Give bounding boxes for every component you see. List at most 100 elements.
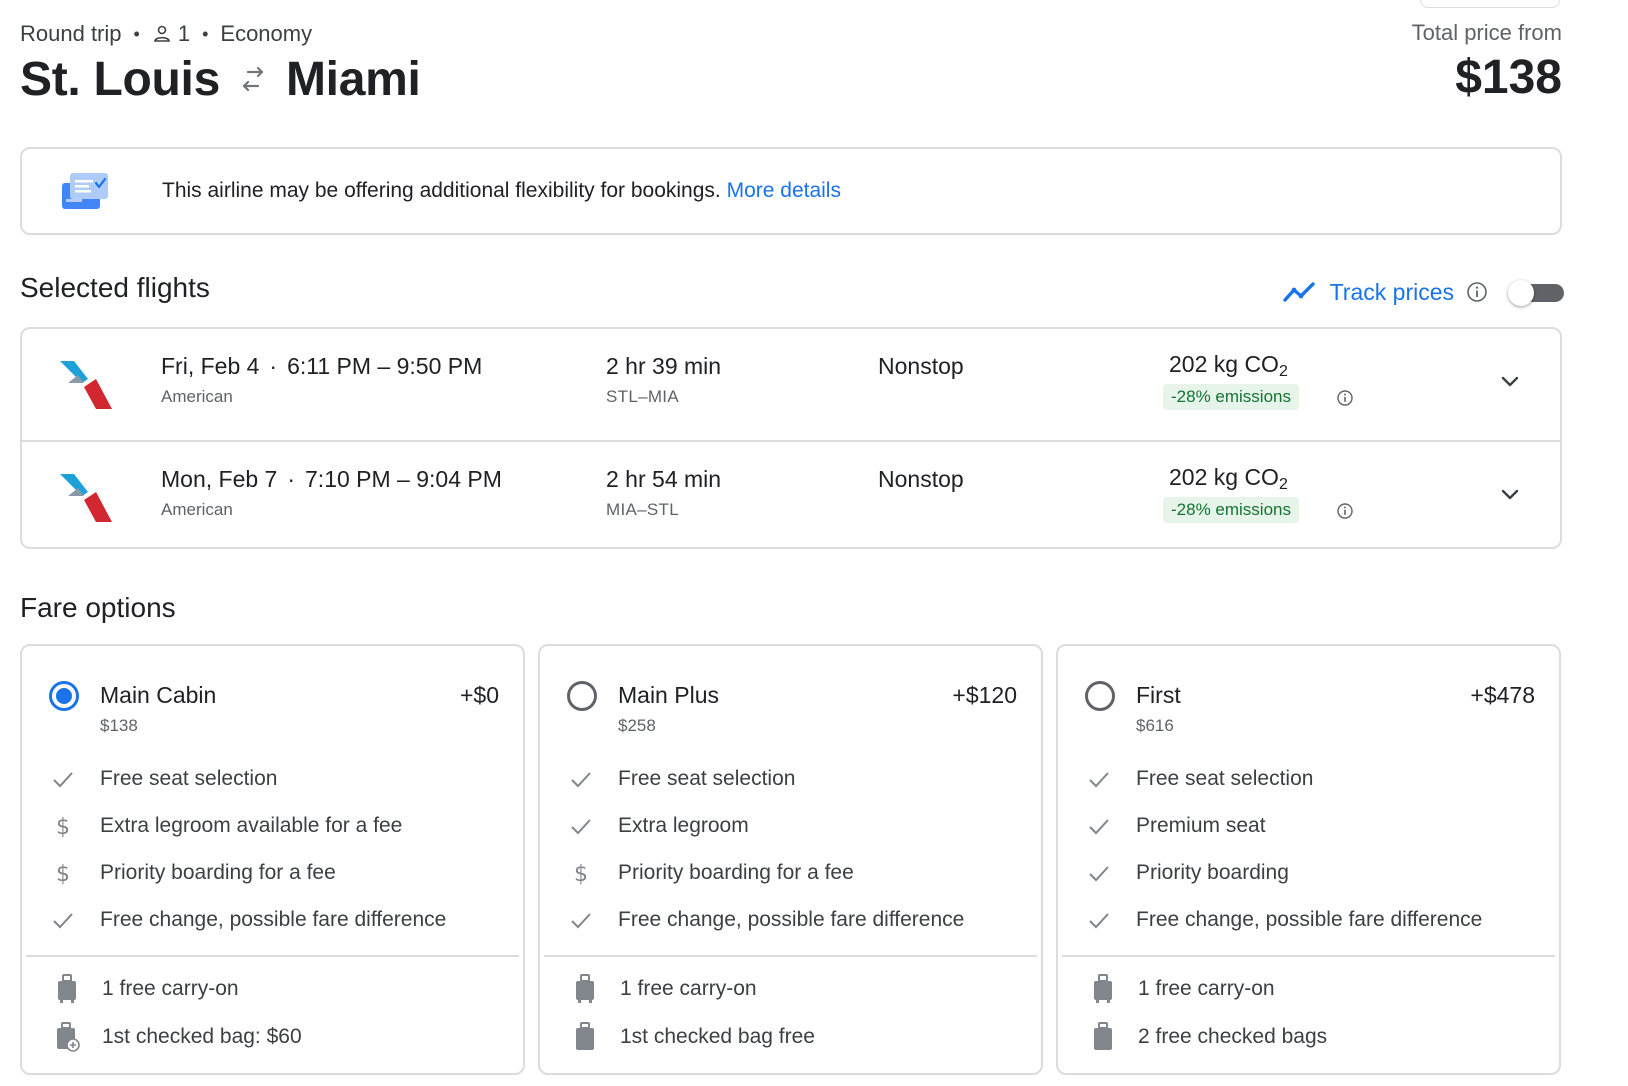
- trip-summary: Round trip • 1 • Economy: [20, 20, 312, 48]
- fare-feature-text: Priority boarding for a fee: [100, 861, 336, 884]
- fare-card-first[interactable]: First $616 +$478 Free seat selection Pre…: [1056, 644, 1561, 1075]
- carry-on-icon: [1094, 974, 1112, 1003]
- co2-subscript: 2: [1278, 363, 1288, 380]
- separator-dot: •: [133, 23, 140, 44]
- fare-options-heading: Fare options: [20, 592, 176, 623]
- check-icon: [1089, 819, 1109, 835]
- separator-dot: ·: [269, 353, 278, 379]
- airline-name: American: [161, 500, 233, 519]
- baggage-text: 1st checked bag: $60: [102, 1025, 302, 1048]
- tickets-icon: [62, 173, 108, 209]
- flight-airports: MIA–STL: [606, 500, 679, 519]
- chevron-down-icon[interactable]: [1498, 369, 1522, 393]
- fare-feature-text: Priority boarding: [1136, 861, 1289, 884]
- separator-dot: ·: [287, 466, 296, 492]
- fare-feature: Free change, possible fare difference: [48, 905, 508, 935]
- dollar-icon: $: [574, 862, 588, 887]
- baggage-text: 1 free carry-on: [102, 977, 239, 1000]
- info-icon[interactable]: [1336, 389, 1354, 407]
- fare-price-difference: +$478: [1470, 682, 1535, 708]
- fare-name: Main Plus: [618, 682, 719, 708]
- selected-flights-heading: Selected flights: [20, 272, 210, 303]
- total-price-label: Total price from: [1411, 20, 1562, 45]
- check-icon: [1089, 866, 1109, 882]
- fare-feature: Extra legroom: [566, 811, 1026, 841]
- fare-card-main-cabin[interactable]: Main Cabin $138 +$0 Free seat selection …: [20, 644, 525, 1075]
- info-icon[interactable]: [1336, 502, 1354, 520]
- flight-times: Fri, Feb 4 · 6:11 PM – 9:50 PM: [161, 353, 482, 380]
- baggage-item: 1 free carry-on: [572, 974, 757, 1004]
- checked-bag-fee-icon: [57, 1022, 80, 1052]
- baggage-item: 1 free carry-on: [54, 974, 239, 1004]
- passenger-count: 1: [177, 21, 191, 46]
- baggage-text: 1st checked bag free: [620, 1025, 815, 1048]
- baggage-item: 1st checked bag: $60: [54, 1022, 302, 1052]
- cabin-class: Economy: [220, 21, 313, 46]
- airline-name: American: [161, 387, 233, 406]
- carry-on-icon: [58, 974, 76, 1003]
- fare-feature-text: Free seat selection: [1136, 767, 1314, 790]
- origin-city: St. Louis: [20, 52, 220, 106]
- fare-feature: Free change, possible fare difference: [1084, 905, 1544, 935]
- fare-name: Main Cabin: [100, 682, 217, 708]
- check-icon: [53, 913, 73, 929]
- fare-feature-text: Free change, possible fare difference: [1136, 908, 1483, 931]
- total-price: $138: [1455, 51, 1562, 104]
- radio-unselected-icon[interactable]: [566, 680, 598, 712]
- emissions-badge: -28% emissions: [1163, 384, 1299, 410]
- separator-dot: •: [202, 23, 209, 44]
- american-airlines-logo-icon: [60, 361, 112, 409]
- fare-price: $258: [618, 716, 656, 735]
- fare-feature-text: Free change, possible fare difference: [100, 908, 447, 931]
- fare-feature: $ Priority boarding for a fee: [48, 858, 508, 888]
- check-icon: [53, 772, 73, 788]
- baggage-item: 2 free checked bags: [1090, 1022, 1327, 1052]
- more-details-link[interactable]: More details: [726, 179, 841, 202]
- fare-feature: Free seat selection: [1084, 764, 1544, 794]
- swap-arrows-icon: [242, 66, 264, 92]
- american-airlines-logo-icon: [60, 474, 112, 522]
- carry-on-icon: [576, 974, 594, 1003]
- track-prices-toggle[interactable]: [1508, 280, 1564, 306]
- check-icon: [571, 913, 591, 929]
- flight-stops: Nonstop: [878, 353, 964, 379]
- chevron-down-icon[interactable]: [1498, 482, 1522, 506]
- svg-text:$: $: [574, 862, 588, 887]
- fare-price-difference: +$0: [459, 682, 499, 708]
- co2-subscript: 2: [1278, 476, 1288, 493]
- divider: [1062, 955, 1555, 957]
- fare-feature-text: Premium seat: [1136, 814, 1266, 837]
- fare-feature: $ Priority boarding for a fee: [566, 858, 1026, 888]
- fare-feature-text: Priority boarding for a fee: [618, 861, 854, 884]
- fare-feature: Priority boarding: [1084, 858, 1544, 888]
- divider: [544, 955, 1037, 957]
- toggle-knob: [1508, 280, 1534, 306]
- fare-card-main-plus[interactable]: Main Plus $258 +$120 Free seat selection…: [538, 644, 1043, 1075]
- flight-row[interactable]: Fri, Feb 4 · 6:11 PM – 9:50 PM American 2 …: [22, 329, 1560, 440]
- fare-feature: Free change, possible fare difference: [566, 905, 1026, 935]
- check-icon: [1089, 913, 1109, 929]
- fare-feature: Free seat selection: [48, 764, 508, 794]
- fare-feature: Premium seat: [1084, 811, 1544, 841]
- baggage-text: 2 free checked bags: [1138, 1025, 1328, 1048]
- info-icon[interactable]: [1466, 281, 1488, 303]
- checked-bag-icon: [1094, 1022, 1112, 1050]
- baggage-text: 1 free carry-on: [620, 977, 757, 1000]
- svg-text:$: $: [56, 815, 70, 840]
- radio-unselected-icon[interactable]: [1084, 680, 1116, 712]
- flight-date: Mon, Feb 7: [161, 466, 278, 492]
- flight-row[interactable]: Mon, Feb 7 · 7:10 PM – 9:04 PM American 2 …: [22, 440, 1560, 551]
- destination-city: Miami: [285, 52, 421, 106]
- fare-feature-text: Extra legroom: [618, 814, 749, 837]
- svg-text:$: $: [56, 862, 70, 887]
- track-prices-label[interactable]: Track prices: [1329, 278, 1454, 305]
- radio-selected-icon[interactable]: [48, 680, 80, 712]
- co2-value: 202 kg CO: [1169, 351, 1279, 377]
- flight-duration: 2 hr 39 min: [606, 353, 722, 379]
- fare-feature-text: Free change, possible fare difference: [618, 908, 965, 931]
- selected-flights-list: Fri, Feb 4 · 6:11 PM – 9:50 PM American 2 …: [20, 327, 1562, 549]
- co2-amount: 202 kg CO2: [1169, 464, 1288, 494]
- emissions-badge: -28% emissions: [1163, 497, 1299, 523]
- fare-feature: $ Extra legroom available for a fee: [48, 811, 508, 841]
- dollar-icon: $: [56, 862, 70, 887]
